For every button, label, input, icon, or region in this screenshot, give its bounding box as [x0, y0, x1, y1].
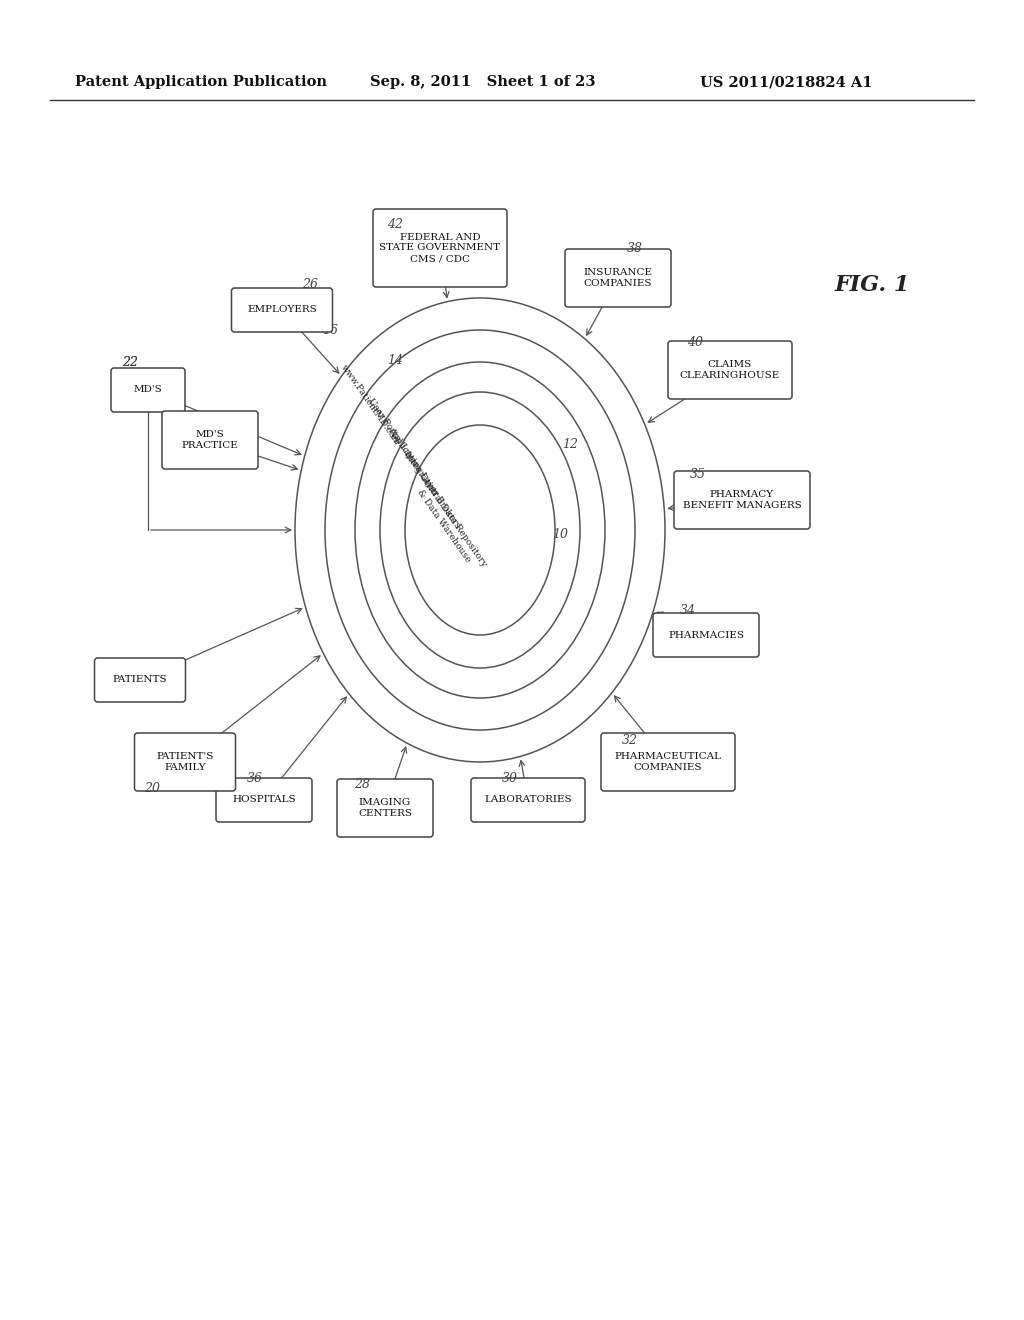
Text: 26: 26 — [302, 279, 318, 292]
Text: PHARMACEUTICAL
COMPANIES: PHARMACEUTICAL COMPANIES — [614, 752, 722, 772]
FancyBboxPatch shape — [337, 779, 433, 837]
FancyBboxPatch shape — [134, 733, 236, 791]
FancyBboxPatch shape — [653, 612, 759, 657]
Text: 36: 36 — [247, 771, 263, 784]
Text: EMPLOYERS: EMPLOYERS — [247, 305, 316, 314]
Text: US 2011/0218824 A1: US 2011/0218824 A1 — [700, 75, 872, 88]
Text: INSURANCE
COMPANIES: INSURANCE COMPANIES — [584, 268, 652, 288]
Text: Sep. 8, 2011   Sheet 1 of 23: Sep. 8, 2011 Sheet 1 of 23 — [370, 75, 596, 88]
Text: 32: 32 — [622, 734, 638, 747]
FancyBboxPatch shape — [162, 411, 258, 469]
FancyBboxPatch shape — [216, 777, 312, 822]
Text: PHARMACIES: PHARMACIES — [668, 631, 744, 639]
FancyBboxPatch shape — [565, 249, 671, 308]
Text: HOSPITALS: HOSPITALS — [232, 796, 296, 804]
Text: MD'S: MD'S — [133, 385, 163, 395]
Text: 34: 34 — [680, 603, 696, 616]
Text: 35: 35 — [690, 469, 706, 482]
Text: Application Layer: Application Layer — [386, 426, 440, 498]
Text: User Portal Layer: User Portal Layer — [366, 397, 420, 469]
Text: Integration Brokers: Integration Brokers — [402, 450, 462, 529]
Text: PHARMACY
BENEFIT MANAGERS: PHARMACY BENEFIT MANAGERS — [683, 490, 802, 510]
Text: 28: 28 — [354, 779, 370, 792]
FancyBboxPatch shape — [668, 341, 792, 399]
Text: FEDERAL AND
STATE GOVERNMENT
CMS / CDC: FEDERAL AND STATE GOVERNMENT CMS / CDC — [380, 232, 501, 263]
Text: PATIENTS: PATIENTS — [113, 676, 167, 685]
Text: 30: 30 — [502, 771, 518, 784]
Text: IMAGING
CENTERS: IMAGING CENTERS — [358, 799, 412, 818]
Text: MD'S
PRACTICE: MD'S PRACTICE — [181, 430, 239, 450]
Text: 42: 42 — [387, 219, 403, 231]
FancyBboxPatch shape — [94, 657, 185, 702]
Text: 40: 40 — [687, 337, 703, 350]
Text: LABORATORIES: LABORATORIES — [484, 796, 571, 804]
FancyBboxPatch shape — [231, 288, 333, 333]
Text: PATIENT'S
FAMILY: PATIENT'S FAMILY — [157, 752, 214, 772]
FancyBboxPatch shape — [674, 471, 810, 529]
Text: Central Data Repository
& Data Warehouse: Central Data Repository & Data Warehouse — [409, 471, 487, 574]
Text: 16: 16 — [322, 323, 338, 337]
FancyBboxPatch shape — [471, 777, 585, 822]
Text: 22: 22 — [122, 355, 138, 368]
Text: 12: 12 — [562, 438, 578, 451]
Text: 20: 20 — [144, 781, 160, 795]
FancyBboxPatch shape — [601, 733, 735, 791]
Text: FIG. 1: FIG. 1 — [835, 275, 910, 296]
Text: CLAIMS
CLEARINGHOUSE: CLAIMS CLEARINGHOUSE — [680, 360, 780, 380]
Text: 14: 14 — [387, 354, 403, 367]
Text: 10: 10 — [552, 528, 568, 541]
Text: 18: 18 — [278, 298, 293, 312]
Text: 22: 22 — [122, 355, 138, 368]
FancyBboxPatch shape — [373, 209, 507, 286]
FancyBboxPatch shape — [111, 368, 185, 412]
Text: Patent Application Publication: Patent Application Publication — [75, 75, 327, 88]
Text: www.PatientMD.com: www.PatientMD.com — [339, 363, 401, 447]
Text: 38: 38 — [627, 242, 643, 255]
